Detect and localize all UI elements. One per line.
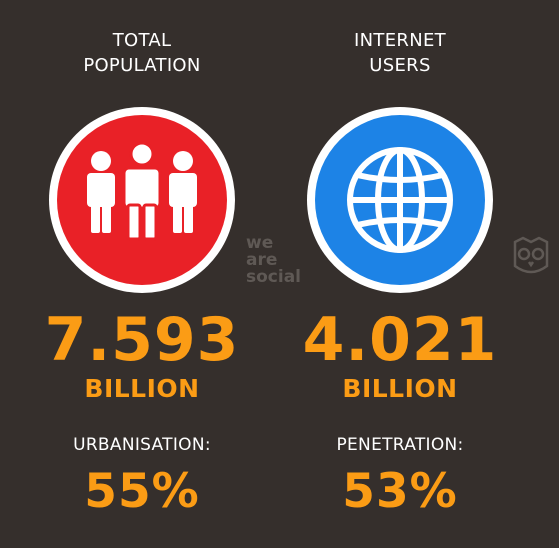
penetration-value: 53% bbox=[342, 464, 458, 519]
population-badge bbox=[49, 107, 235, 293]
we-are-social-logo: we are social bbox=[246, 233, 302, 287]
population-value: 7.593 bbox=[44, 305, 240, 375]
internet-value: 4.021 bbox=[302, 305, 498, 375]
hootsuite-owl-icon bbox=[513, 236, 549, 274]
population-unit: BILLION bbox=[84, 374, 200, 403]
globe-icon bbox=[347, 147, 453, 253]
internet-heading: INTERNET USERS bbox=[354, 30, 446, 76]
urbanisation-label: URBANISATION: bbox=[73, 435, 211, 455]
people-icon bbox=[87, 141, 197, 241]
internet-unit: BILLION bbox=[342, 374, 458, 403]
internet-badge bbox=[307, 107, 493, 293]
population-heading: TOTAL POPULATION bbox=[83, 30, 201, 76]
urbanisation-value: 55% bbox=[84, 464, 200, 519]
penetration-label: PENETRATION: bbox=[336, 435, 464, 455]
